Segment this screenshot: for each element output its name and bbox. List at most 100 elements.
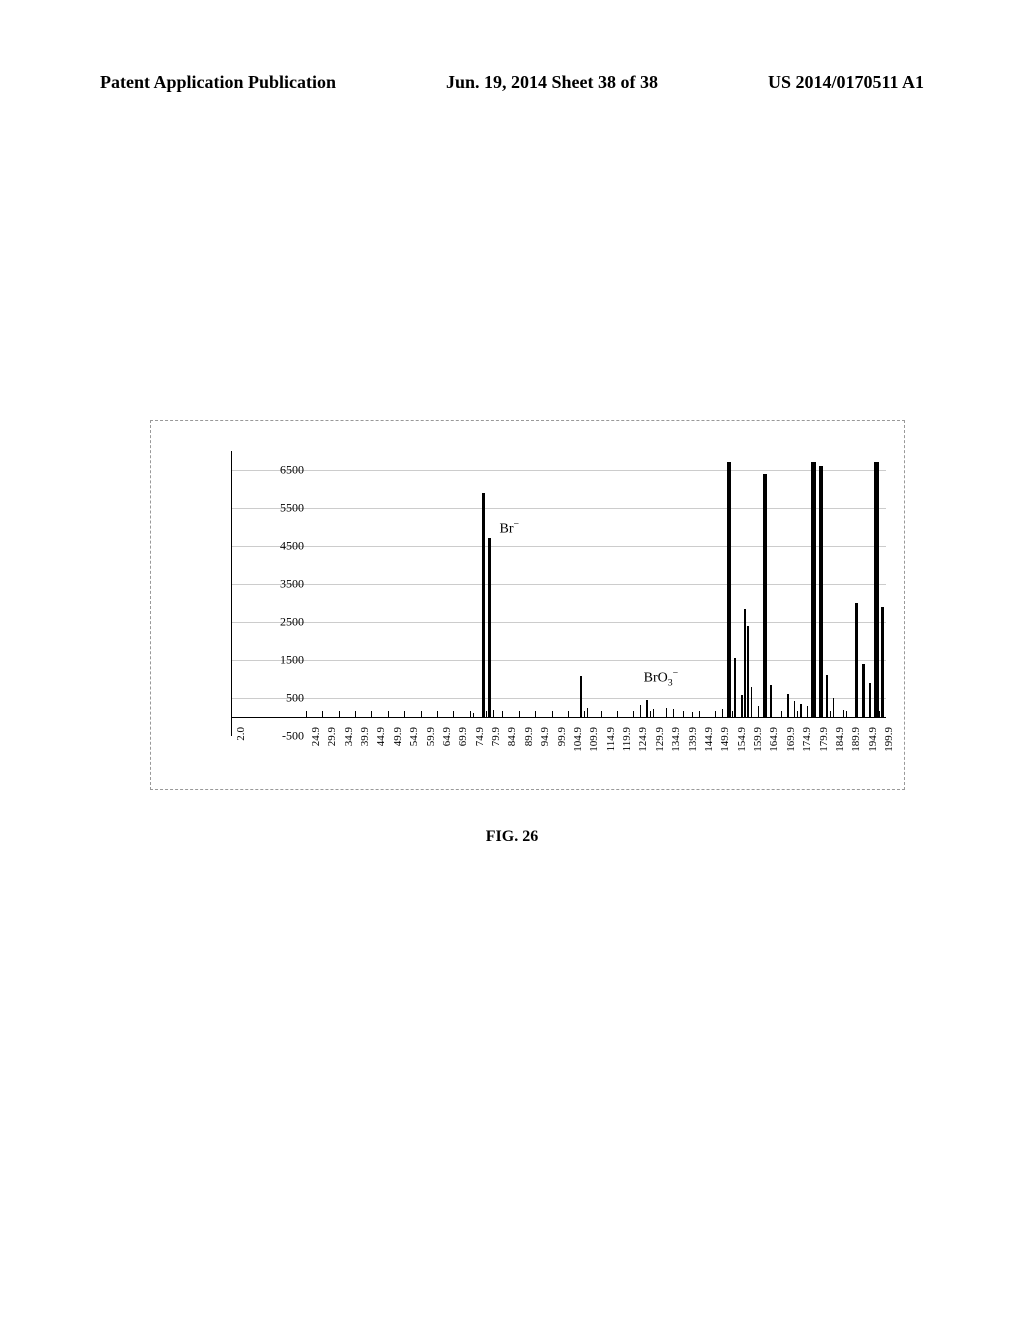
spectrum-peak (869, 683, 871, 717)
x-tick (732, 711, 733, 717)
gridline (231, 470, 886, 471)
x-tick-label: 104.9 (572, 727, 584, 767)
x-tick (388, 711, 389, 717)
spectrum-peak (811, 462, 816, 717)
x-tick-label: 184.9 (834, 727, 846, 767)
spectrum-peak (493, 710, 494, 717)
x-tick (355, 711, 356, 717)
gridline (231, 622, 886, 623)
x-tick-label: 109.9 (588, 727, 600, 767)
spectrum-peak (580, 676, 582, 717)
header-left: Patent Application Publication (100, 72, 336, 93)
x-tick (421, 711, 422, 717)
x-tick (552, 711, 553, 717)
x-tick-label: 69.9 (457, 727, 469, 767)
spectrum-peak (587, 708, 588, 718)
spectrum-peak (666, 708, 667, 717)
x-tick (453, 711, 454, 717)
chart-annotation: Br− (500, 519, 520, 538)
spectrum-peak (727, 462, 731, 717)
spectrum-peak (751, 687, 753, 717)
figure-caption: FIG. 26 (0, 828, 1024, 846)
x-tick-label: 84.9 (506, 727, 518, 767)
y-tick-label: 2500 (244, 615, 304, 630)
spectrum-peak (800, 704, 802, 717)
x-tick (715, 711, 716, 717)
x-tick (830, 711, 831, 717)
spectrum-peak (741, 695, 743, 717)
x-tick-label: 24.9 (310, 727, 322, 767)
x-tick (519, 711, 520, 717)
spectrum-peak (855, 603, 858, 717)
spectrum-peak (646, 700, 648, 717)
x-tick (404, 711, 405, 717)
spectrum-peak (722, 709, 723, 717)
x-tick-label: 174.9 (801, 727, 813, 767)
spectrum-peak (843, 710, 844, 717)
spectrum-peak (787, 694, 789, 717)
spectrum-peak (692, 712, 693, 717)
x-tick-label: 189.9 (850, 727, 862, 767)
x-tick (470, 711, 471, 717)
spectrum-peak (488, 538, 491, 717)
spectrum-peak (846, 711, 847, 717)
page-header: Patent Application Publication Jun. 19, … (0, 72, 1024, 93)
x-tick-label: 154.9 (736, 727, 748, 767)
spectrum-peak (770, 685, 772, 717)
x-tick-label: 169.9 (785, 727, 797, 767)
x-tick-label: 49.9 (392, 727, 404, 767)
spectrum-peak (640, 705, 642, 717)
x-tick (322, 711, 323, 717)
x-tick-label: 194.9 (867, 727, 879, 767)
x-tick (568, 711, 569, 717)
x-tick-label: 119.9 (621, 727, 633, 767)
gridline (231, 660, 886, 661)
chart-container: -5005001500250035004500550065002.024.929… (150, 420, 905, 790)
x-tick (699, 711, 700, 717)
x-tick (339, 711, 340, 717)
spectrum-peak (874, 462, 879, 717)
x-tick-label: 74.9 (474, 727, 486, 767)
x-tick-label: 199.9 (883, 727, 895, 767)
x-tick-label: 2.0 (235, 727, 247, 767)
gridline (231, 584, 886, 585)
x-tick-label: 39.9 (359, 727, 371, 767)
spectrum-peak (758, 706, 759, 717)
x-axis (231, 717, 886, 718)
spectrum-peak (473, 713, 474, 717)
spectrum-peak (482, 493, 485, 717)
chart-plot-area: -5005001500250035004500550065002.024.929… (231, 451, 886, 736)
x-tick-label: 44.9 (375, 727, 387, 767)
x-tick-label: 34.9 (343, 727, 355, 767)
x-tick (797, 711, 798, 717)
x-tick (633, 711, 634, 717)
spectrum-peak (744, 609, 746, 717)
x-tick-label: 149.9 (719, 727, 731, 767)
spectrum-peak (673, 709, 674, 717)
x-tick (617, 711, 618, 717)
y-tick-label: 1500 (244, 653, 304, 668)
spectrum-peak (807, 706, 808, 717)
spectrum-peak (734, 658, 736, 717)
x-tick (437, 711, 438, 717)
x-tick (486, 711, 487, 717)
y-tick-label: 4500 (244, 539, 304, 554)
spectrum-peak (881, 607, 884, 717)
x-tick-label: 124.9 (637, 727, 649, 767)
y-tick-label: -500 (244, 729, 304, 744)
x-tick-label: 129.9 (654, 727, 666, 767)
header-right: US 2014/0170511 A1 (768, 72, 924, 93)
x-tick (601, 711, 602, 717)
gridline (231, 546, 886, 547)
x-tick (781, 711, 782, 717)
x-tick-label: 64.9 (441, 727, 453, 767)
x-tick-label: 59.9 (425, 727, 437, 767)
spectrum-peak (819, 466, 823, 717)
x-tick (584, 711, 585, 717)
x-tick (306, 711, 307, 717)
gridline (231, 508, 886, 509)
x-tick-label: 99.9 (556, 727, 568, 767)
y-tick-label: 6500 (244, 463, 304, 478)
spectrum-peak (763, 474, 767, 717)
spectrum-peak (862, 664, 865, 717)
